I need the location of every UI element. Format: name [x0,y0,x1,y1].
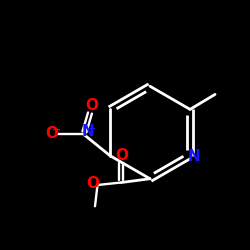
Text: O: O [115,148,128,162]
Text: O: O [86,176,99,192]
Text: O: O [85,98,98,113]
Text: O: O [46,126,59,141]
Text: N: N [188,149,200,164]
Text: −: − [52,125,61,135]
Text: +: + [88,124,96,134]
Text: N: N [81,124,94,140]
